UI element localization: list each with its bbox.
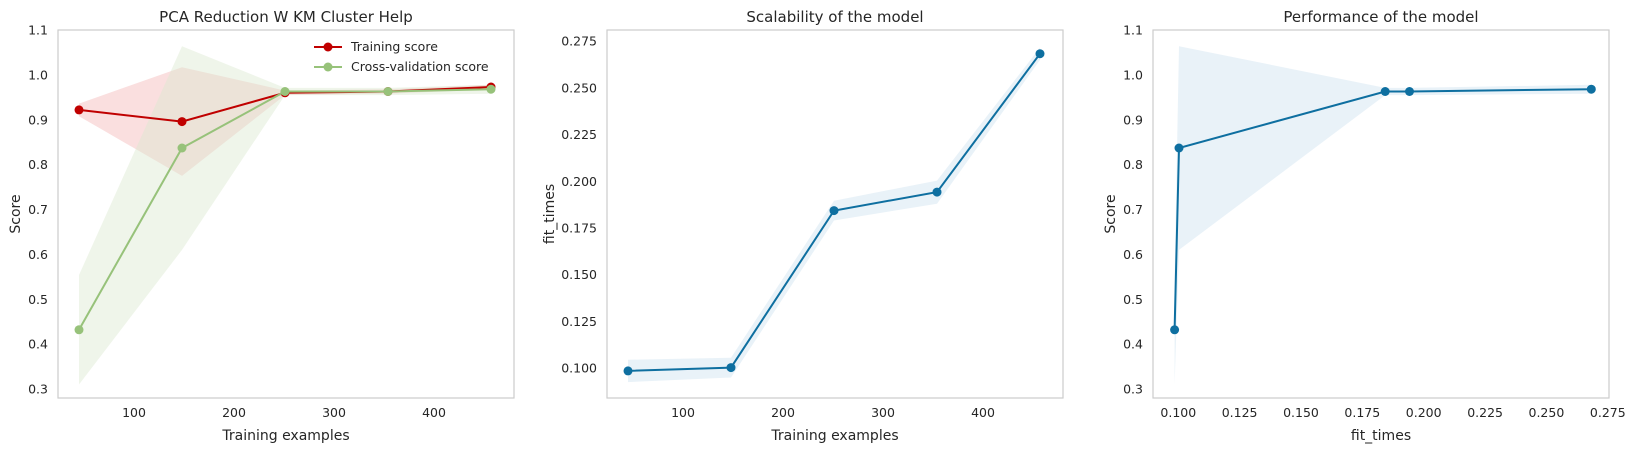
x-axis-label: Training examples (221, 428, 349, 444)
y-tick-label: 0.275 (561, 34, 597, 49)
plot-frame (606, 29, 1064, 399)
y-tick-label: 0.4 (28, 337, 48, 352)
y-tick-label: 0.9 (28, 112, 48, 127)
plot-frame (1152, 29, 1610, 399)
panel-scalability: Scalability of the model 100 200 300 400 0.1… (542, 8, 1064, 444)
y-tick-label: 0.5 (28, 292, 48, 307)
tick-labels: 100 200 300 400 0.100 0.125 0.150 0.175 0.200 0.2… (561, 34, 995, 420)
y-tick-label: 0.7 (28, 202, 48, 217)
y-tick-label: 0.6 (1123, 247, 1143, 262)
tick-labels: 100 200 300 400 0.3 0.4 0.5 0.6 0.7 0.8 0.9 1.0 1.1 (28, 23, 446, 421)
y-tick-label: 0.3 (1123, 382, 1143, 397)
data-point (177, 143, 187, 153)
x-tick-label: 200 (222, 405, 246, 420)
x-tick-label: 0.225 (1467, 405, 1503, 420)
data-point (829, 206, 839, 216)
tick-labels: 0.100 0.125 0.150 0.175 0.200 0.225 0.250 0.275… (1123, 23, 1626, 421)
y-tick-label: 0.9 (1123, 112, 1143, 127)
y-tick-label: 1.1 (28, 23, 48, 38)
y-tick-label: 0.100 (561, 361, 597, 376)
x-tick-label: 100 (671, 405, 695, 420)
x-tick-label: 300 (871, 405, 895, 420)
data-point (280, 87, 290, 96)
data-point (1170, 325, 1180, 335)
data-point (726, 363, 736, 373)
panel-performance: Performance of the model 0.100 0.125 0.150… (1103, 8, 1626, 444)
legend-label-training: Training score (350, 39, 438, 54)
data-point (932, 187, 942, 197)
data-point (1586, 84, 1596, 94)
x-axis-label: fit_times (1351, 428, 1411, 444)
x-tick-label: 0.175 (1344, 405, 1380, 420)
chart-title: Performance of the model (1283, 8, 1478, 26)
x-tick-label: 0.250 (1529, 405, 1565, 420)
legend-marker-cross-validation (323, 62, 333, 72)
x-tick-label: 400 (422, 405, 446, 420)
y-tick-label: 0.8 (28, 157, 48, 172)
y-tick-label: 0.6 (28, 247, 48, 262)
x-axis-label: Training examples (770, 428, 898, 444)
data-point (1035, 49, 1045, 59)
panel-learning-curve: PCA Reduction W KM Cluster Help 100 200 30… (8, 8, 515, 444)
chart-title: PCA Reduction W KM Cluster Help (159, 8, 413, 26)
confidence-band-1 (79, 46, 491, 385)
y-tick-label: 0.5 (1123, 292, 1143, 307)
legend-marker-training (323, 42, 333, 52)
x-tick-label: 0.275 (1590, 405, 1626, 420)
y-tick-label: 0.225 (561, 127, 597, 142)
data-point (74, 105, 84, 115)
data-point (1405, 87, 1414, 96)
y-tick-label: 0.3 (28, 382, 48, 397)
data-point (486, 84, 496, 94)
y-tick-label: 0.8 (1123, 157, 1143, 172)
plot-area (74, 46, 496, 385)
data-point (623, 366, 633, 376)
y-axis-label: Score (8, 194, 24, 233)
data-point (383, 87, 393, 96)
y-tick-label: 0.4 (1123, 337, 1143, 352)
data-point (1380, 87, 1390, 96)
x-tick-label: 0.150 (1283, 405, 1319, 420)
x-tick-label: 300 (322, 405, 346, 420)
x-tick-label: 0.200 (1406, 405, 1442, 420)
y-tick-label: 0.200 (561, 174, 597, 189)
y-tick-label: 0.150 (561, 267, 597, 282)
x-tick-label: 0.125 (1222, 405, 1258, 420)
y-tick-label: 0.250 (561, 80, 597, 95)
y-tick-label: 1.0 (1123, 67, 1143, 82)
legend: Training score Cross-validation score (314, 39, 489, 74)
y-tick-label: 1.0 (28, 67, 48, 82)
y-tick-label: 0.175 (561, 221, 597, 236)
x-tick-label: 200 (771, 405, 795, 420)
y-tick-label: 0.7 (1123, 202, 1143, 217)
plot-frame (57, 29, 515, 399)
x-tick-label: 0.100 (1160, 405, 1196, 420)
y-tick-label: 0.125 (561, 314, 597, 329)
plot-area (623, 47, 1045, 383)
x-tick-label: 400 (971, 405, 995, 420)
confidence-band-0 (1174, 46, 1592, 385)
y-axis-label: fit_times (542, 184, 558, 244)
plot-area (1170, 46, 1596, 385)
y-axis-label: Score (1103, 194, 1119, 233)
y-tick-label: 1.1 (1123, 23, 1143, 38)
chart-title: Scalability of the model (746, 8, 923, 26)
data-point (1174, 143, 1184, 153)
data-point (74, 325, 84, 335)
data-point (177, 117, 187, 127)
legend-label-cross-validation: Cross-validation score (351, 59, 489, 74)
x-tick-label: 100 (122, 405, 146, 420)
